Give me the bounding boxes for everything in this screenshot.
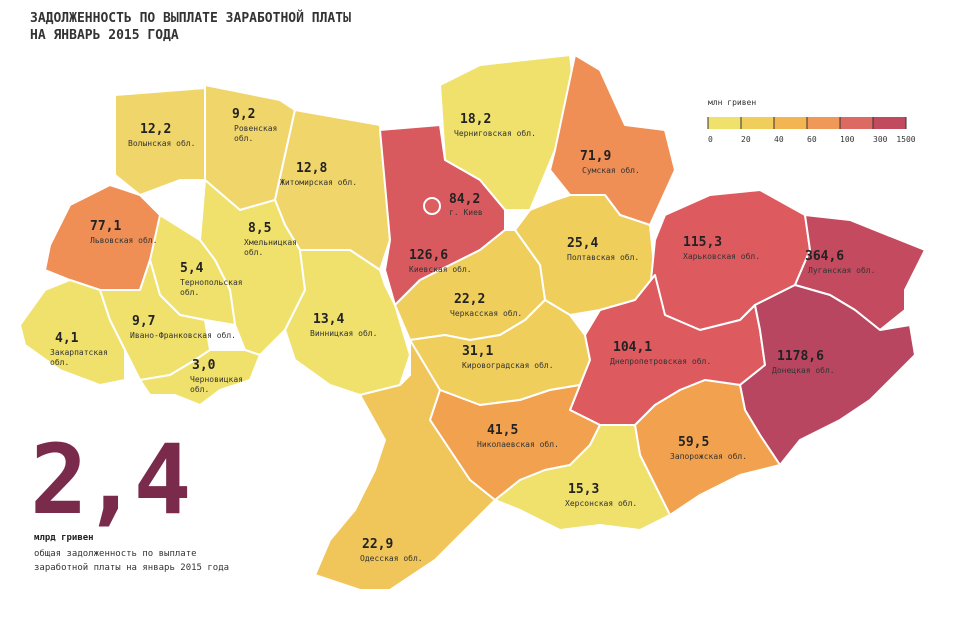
region-name-vinnytsia: Винницкая обл.: [310, 328, 377, 338]
region-value-ternopil: 5,4: [180, 261, 204, 276]
legend-tick-label-2: 40: [774, 135, 784, 144]
region-name-zaporizhzhia: Запорожская обл.: [670, 451, 747, 461]
region-value-vinnytsia: 13,4: [313, 312, 344, 327]
legend: млн гривен 0 20 40 60 100 300 1500: [707, 98, 916, 144]
region-name-ivano-frankivsk: Ивано-Франковская обл.: [130, 330, 236, 340]
region-name-chernivtsi: Черновицкая обл.: [190, 375, 243, 394]
region-value-kharkiv: 115,3: [683, 235, 722, 250]
legend-tick-label-1: 20: [741, 135, 751, 144]
total-block: 2,4: [30, 424, 191, 536]
region-name-kherson: Херсонская обл.: [565, 498, 637, 508]
legend-ticks: 0 20 40 60 100 300 1500: [707, 117, 916, 144]
region-value-khmelnytskyi: 8,5: [248, 221, 271, 236]
region-value-odesa: 22,9: [362, 537, 393, 552]
total-value: 2,4: [30, 424, 191, 536]
total-description: общая задолженность по выплате заработно…: [34, 549, 230, 573]
region-name-chernihiv: Черниговская обл.: [454, 128, 536, 138]
region-value-donetsk: 1178,6: [777, 349, 824, 364]
region-name-mykolaiv: Николаевская обл.: [477, 439, 559, 449]
region-name-khmelnytskyi: Хмельницкая обл.: [244, 238, 297, 257]
legend-swatch-5: [873, 117, 906, 129]
region-name-dnipropetrovsk: Днепропетровская обл.: [610, 356, 711, 366]
region-name-sumy: Сумская обл.: [582, 165, 640, 175]
region-name-poltava: Полтавская обл.: [567, 252, 639, 262]
region-name-luhansk: Луганская обл.: [808, 265, 875, 275]
legend-swatch-4: [840, 117, 873, 129]
region-kherson[interactable]: [494, 424, 671, 531]
region-donetsk[interactable]: [739, 284, 916, 466]
region-name-cherkasy: Черкасская обл.: [450, 308, 522, 318]
region-name-ternopil: Тернопольская обл.: [180, 278, 243, 297]
region-value-kirovohrad: 31,1: [462, 344, 493, 359]
region-name-donetsk: Донецкая обл.: [772, 365, 835, 375]
region-value-chernivtsi: 3,0: [192, 358, 216, 373]
legend-color-scale: [708, 117, 906, 129]
legend-swatch-0: [708, 117, 741, 129]
region-value-kyiv-city: 84,2: [449, 192, 480, 207]
region-value-zaporizhzhia: 59,5: [678, 435, 709, 450]
region-value-lviv: 77,1: [90, 219, 121, 234]
region-name-kirovohrad: Кировоградская обл.: [462, 360, 554, 370]
region-value-poltava: 25,4: [567, 236, 598, 251]
legend-swatch-2: [774, 117, 807, 129]
legend-tick-label-3: 60: [807, 135, 817, 144]
region-name-kyiv-city: г. Киев: [449, 208, 483, 217]
region-value-kherson: 15,3: [568, 482, 599, 497]
region-name-zakarpattia: Закарпатская обл.: [50, 348, 108, 367]
region-value-sumy: 71,9: [580, 149, 611, 164]
legend-swatch-1: [741, 117, 774, 129]
map-regions: [19, 54, 926, 591]
region-value-ivano-frankivsk: 9,7: [132, 314, 155, 329]
region-value-volyn: 12,2: [140, 122, 171, 137]
region-value-zakarpattia: 4,1: [55, 331, 79, 346]
legend-tick-label-0: 0: [708, 135, 713, 144]
legend-tick-label-6: 1500: [896, 135, 915, 144]
region-name-kharkiv: Харьковская обл.: [683, 251, 760, 261]
legend-unit: млн гривен: [708, 98, 756, 107]
region-name-lviv: Львовская обл.: [90, 235, 157, 245]
region-kyiv-city[interactable]: [423, 197, 441, 215]
total-unit: млрд гривен: [34, 533, 94, 543]
title-line-1: ЗАДОЛЖЕННОСТЬ ПО ВЫПЛАТЕ ЗАРАБОТНОЙ ПЛАТ…: [30, 11, 351, 26]
region-name-volyn: Волынская обл.: [128, 138, 195, 148]
region-name-odesa: Одесская обл.: [360, 553, 423, 563]
region-value-cherkasy: 22,2: [454, 292, 485, 307]
region-value-mykolaiv: 41,5: [487, 423, 518, 438]
region-name-kyiv-oblast: Киевская обл.: [409, 264, 472, 274]
legend-swatch-3: [807, 117, 840, 129]
page-title: ЗАДОЛЖЕННОСТЬ ПО ВЫПЛАТЕ ЗАРАБОТНОЙ ПЛАТ…: [30, 10, 351, 44]
region-value-zhytomyr: 12,8: [296, 161, 327, 176]
title-line-2: НА ЯНВАРЬ 2015 ГОДА: [30, 28, 179, 43]
region-value-dnipropetrovsk: 104,1: [613, 340, 652, 355]
legend-tick-label-5: 300: [873, 135, 888, 144]
region-value-rivne: 9,2: [232, 107, 255, 122]
region-name-rivne: Ровенская обл.: [234, 124, 277, 143]
region-odesa[interactable]: [314, 339, 496, 591]
region-value-luhansk: 364,6: [805, 249, 844, 264]
region-chernivtsi[interactable]: [139, 349, 261, 406]
region-name-zhytomyr: Житомирская обл.: [280, 177, 357, 187]
region-value-chernihiv: 18,2: [460, 112, 491, 127]
legend-tick-label-4: 100: [840, 135, 855, 144]
region-value-kyiv-oblast: 126,6: [409, 248, 448, 263]
